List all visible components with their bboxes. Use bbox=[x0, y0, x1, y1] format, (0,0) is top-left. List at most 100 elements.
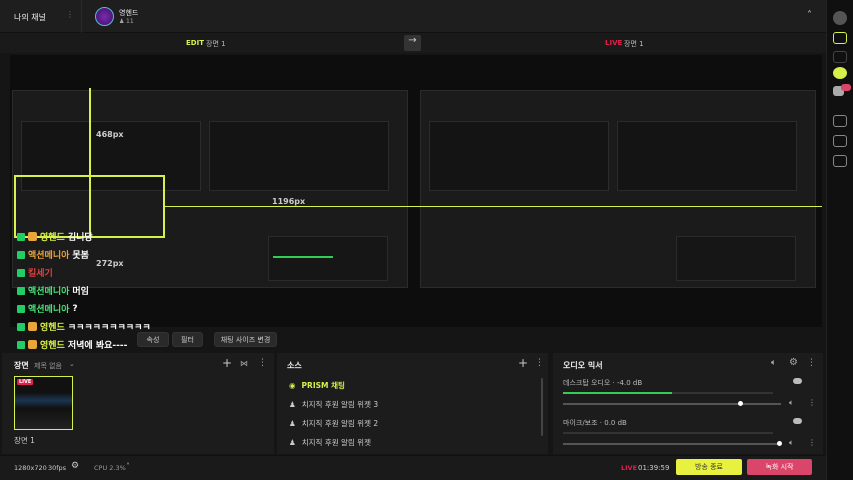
volume-slider-handle[interactable] bbox=[777, 441, 782, 446]
volume-slider[interactable] bbox=[563, 443, 781, 445]
add-scene-icon[interactable]: + bbox=[222, 356, 233, 370]
audio-meter bbox=[563, 432, 773, 434]
gear-icon[interactable]: ⚙ bbox=[789, 357, 798, 368]
preview-canvas[interactable]: 468px 1196px 272px bbox=[10, 55, 822, 327]
source-item[interactable]: ♟ 치지직 후원 알림 위젯 3 bbox=[289, 399, 378, 410]
chat-username: 액션메니아 bbox=[28, 251, 70, 261]
badge-icon bbox=[17, 340, 25, 349]
scrollbar[interactable] bbox=[541, 378, 543, 436]
widget-icon: ♟ bbox=[289, 400, 296, 409]
chat-message: 액션메니아 못봄 bbox=[17, 248, 89, 261]
nested-audio bbox=[676, 236, 796, 281]
live-indicator: LIVE bbox=[621, 464, 638, 472]
camera-icon[interactable] bbox=[833, 115, 847, 127]
badge-icon bbox=[17, 250, 25, 259]
guide-line bbox=[14, 175, 16, 237]
cpu-usage: CPU 2.3% bbox=[94, 464, 126, 472]
edit-scene-name: 장면 1 bbox=[206, 40, 226, 48]
window-icon[interactable] bbox=[833, 51, 847, 63]
volume-slider-handle[interactable] bbox=[738, 401, 744, 406]
avatar[interactable] bbox=[95, 7, 114, 26]
nested-meter bbox=[273, 256, 333, 258]
guide-line bbox=[89, 88, 91, 238]
more-icon[interactable]: ⋮ bbox=[258, 358, 267, 368]
badge-icon bbox=[17, 304, 25, 313]
notification-icon[interactable] bbox=[833, 86, 844, 96]
chat-message: 영헨드 저녁에 봐요---- bbox=[17, 338, 127, 351]
guide-line bbox=[163, 206, 822, 207]
chat-username: 영헨드 bbox=[40, 341, 65, 351]
source-item[interactable]: ♟ 치지직 후원 알림 위젯 bbox=[289, 437, 371, 448]
dashboard-icon[interactable] bbox=[833, 32, 847, 44]
notification-badge bbox=[841, 84, 851, 91]
source-label: PRISM 채팅 bbox=[301, 381, 345, 390]
nested-screen bbox=[21, 121, 201, 191]
chat-username: 킬세기 bbox=[28, 269, 53, 279]
width-guide-label: 468px bbox=[96, 130, 124, 139]
chat-message: 영헨드 김니당 bbox=[17, 230, 93, 243]
source-item[interactable]: ◉ PRISM 채팅 bbox=[289, 380, 345, 391]
source-item[interactable]: ♟ 치지직 후원 알림 위젯 2 bbox=[289, 418, 378, 429]
nested-edit-preview bbox=[12, 90, 408, 288]
nested-screen bbox=[617, 121, 797, 191]
channel-more-icon[interactable]: ⋮ bbox=[66, 10, 74, 19]
more-icon[interactable]: ⋮ bbox=[807, 358, 816, 368]
my-channel[interactable]: 나의 채널 ⋮ bbox=[0, 0, 82, 33]
mode-bar: EDIT 장면 1 → LIVE 장면 1 bbox=[0, 33, 826, 53]
live-scene-name: 장면 1 bbox=[624, 40, 644, 48]
guide-line bbox=[14, 175, 164, 177]
more-icon[interactable]: ⋮ bbox=[535, 358, 544, 368]
fps: 30fps bbox=[48, 464, 67, 472]
more-icon[interactable]: ⋮ bbox=[808, 438, 816, 447]
audio-toggle[interactable] bbox=[793, 418, 802, 424]
capture-icon[interactable] bbox=[833, 135, 847, 147]
widget-icon: ♟ bbox=[289, 419, 296, 428]
person-icon: ♟ bbox=[119, 18, 125, 25]
user-avatar[interactable] bbox=[833, 11, 847, 25]
chevron-down-icon[interactable]: ⌄ bbox=[69, 360, 75, 368]
chat-message: 영헨드 ㅋㅋㅋㅋㅋㅋㅋㅋㅋㅋ bbox=[17, 320, 151, 333]
badge-icon bbox=[17, 286, 25, 295]
audio-channel-label: 데스크탑 오디오 · -4.0 dB bbox=[563, 379, 643, 387]
scene-name[interactable]: 장면 1 bbox=[14, 436, 35, 445]
filter-button[interactable]: 필터 bbox=[172, 332, 203, 347]
scene-thumbnail[interactable]: LIVE bbox=[14, 376, 73, 430]
top-bar: 나의 채널 ⋮ 영헨드 ♟ 11 ˄ bbox=[0, 0, 826, 33]
chat-icon: ◉ bbox=[289, 381, 296, 390]
source-label: 치지직 후원 알림 위젯 bbox=[301, 438, 371, 447]
audio-mixer-title: 오디오 믹서 bbox=[563, 361, 603, 370]
scene-collection-dropdown[interactable]: 제목 없음 bbox=[34, 362, 62, 370]
add-source-icon[interactable]: + bbox=[518, 356, 529, 370]
gear-icon[interactable]: ⚙ bbox=[71, 461, 80, 471]
chat-username: 영헨드 bbox=[40, 233, 65, 243]
scene-live-badge: LIVE bbox=[17, 379, 34, 385]
chat-size-button[interactable]: 채팅 사이즈 변경 bbox=[214, 332, 277, 347]
speaker-icon[interactable]: 🔈︎ bbox=[789, 398, 794, 407]
status-bar: 1280x720 30fps ⚙ CPU 2.3% ˄ LIVE 01:39:5… bbox=[0, 455, 826, 480]
chat-message: 액션메니아 머임 bbox=[17, 284, 89, 297]
more-icon[interactable]: ⋮ bbox=[808, 398, 816, 407]
sources-panel: 소스 + ⋮ ◉ PRISM 채팅 ♟ 치지직 후원 알림 위젯 3 ♟ 치지직 후원… bbox=[277, 353, 548, 454]
chevron-up-icon[interactable]: ˄ bbox=[126, 462, 130, 471]
properties-button[interactable]: 속성 bbox=[137, 332, 169, 347]
transition-icon[interactable]: ⋈ bbox=[240, 359, 248, 368]
sources-title: 소스 bbox=[287, 361, 302, 370]
collapse-button[interactable]: ˄ bbox=[807, 10, 812, 21]
chat-username: 액션메니아 bbox=[28, 305, 70, 315]
end-broadcast-button[interactable]: 방송 종료 bbox=[676, 459, 742, 475]
resolution: 1280x720 bbox=[14, 464, 47, 472]
volume-slider[interactable] bbox=[563, 403, 781, 405]
speaker-icon[interactable]: 🔈︎ bbox=[771, 358, 777, 368]
transition-button[interactable]: → bbox=[404, 35, 421, 51]
width-guide-label: 1196px bbox=[272, 197, 306, 206]
audio-toggle[interactable] bbox=[793, 378, 802, 384]
start-recording-button[interactable]: 녹화 시작 bbox=[747, 459, 812, 475]
nested-screen bbox=[209, 121, 389, 191]
chat-icon[interactable] bbox=[833, 67, 847, 79]
speaker-icon[interactable]: 🔈︎ bbox=[789, 438, 794, 447]
profile-icon bbox=[28, 322, 37, 331]
nested-screen bbox=[429, 121, 609, 191]
media-icon[interactable] bbox=[833, 155, 847, 167]
source-label: 치지직 후원 알림 위젯 3 bbox=[301, 400, 379, 409]
chat-text: ㅋㅋㅋㅋㅋㅋㅋㅋㅋㅋ bbox=[67, 323, 151, 333]
